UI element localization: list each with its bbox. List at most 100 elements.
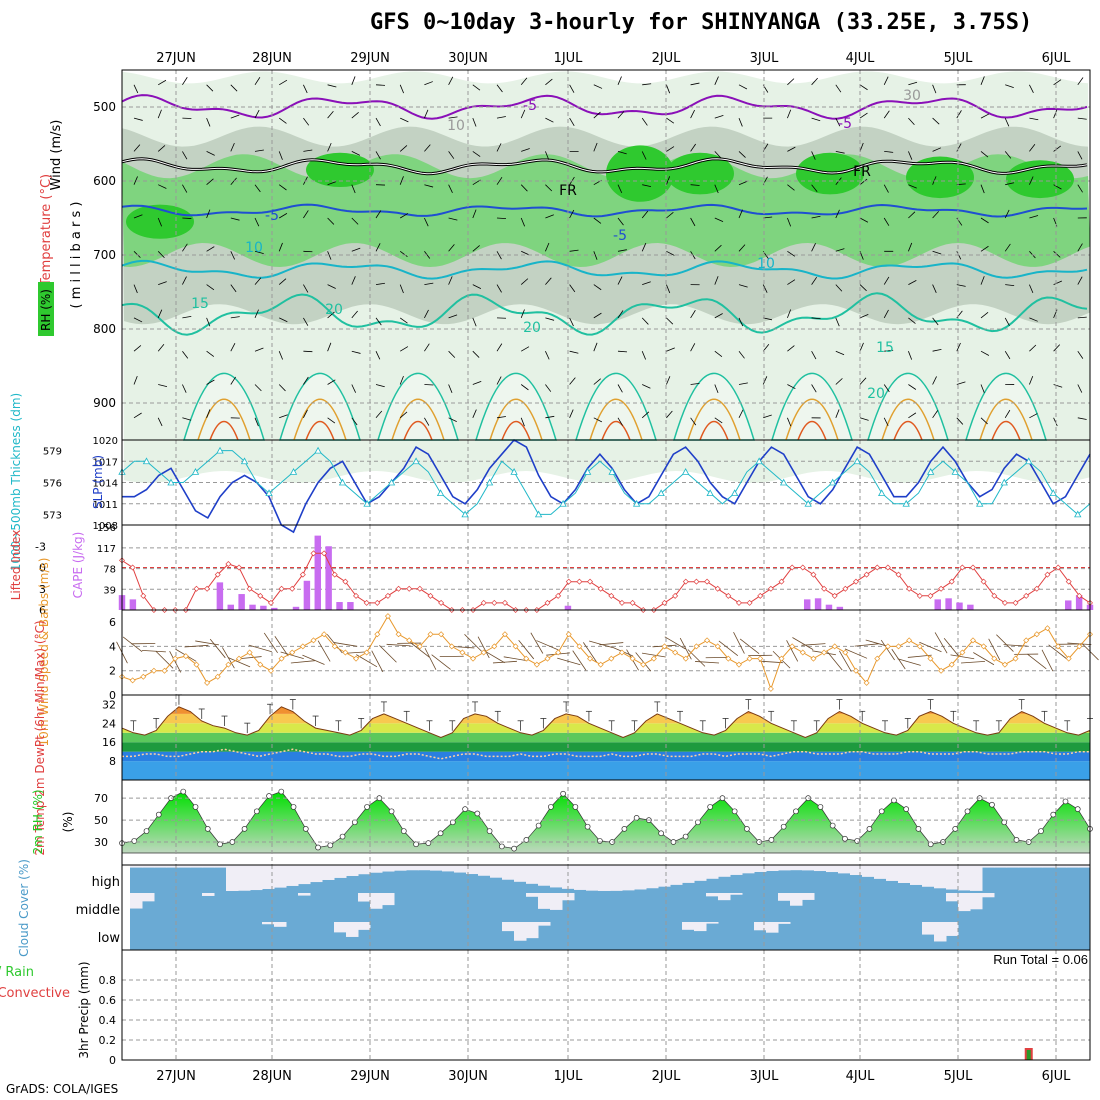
wind-speed-marker bbox=[618, 649, 625, 656]
cloud-cell bbox=[838, 865, 851, 874]
upper-wind-barb bbox=[883, 309, 889, 319]
upper-wind-barb bbox=[375, 243, 381, 252]
upper-wind-barb bbox=[448, 276, 453, 285]
li-marker bbox=[384, 592, 391, 599]
li-tick-label: 6 bbox=[39, 604, 46, 617]
cape-bar bbox=[347, 602, 354, 610]
upper-wind-barb bbox=[327, 379, 336, 385]
cloud-row-label-middle: middle bbox=[76, 903, 120, 918]
upper-wind-barb bbox=[206, 350, 215, 357]
thickness-line-marker bbox=[951, 468, 959, 475]
upper-wind-barb bbox=[327, 284, 336, 289]
upper-wind-barb bbox=[375, 282, 385, 285]
wind-speed-marker bbox=[204, 679, 211, 686]
upper-wind-barb bbox=[593, 217, 602, 224]
wind-speed-marker bbox=[927, 655, 934, 662]
upper-wind-barb bbox=[1004, 350, 1011, 360]
upper-wind-barb bbox=[932, 84, 937, 94]
wind-barb bbox=[718, 640, 739, 656]
wind-barb bbox=[274, 636, 289, 657]
wind-speed-line bbox=[121, 615, 1091, 691]
wind-speed-marker bbox=[491, 643, 498, 650]
upper-wind-barb bbox=[520, 346, 530, 352]
li-marker bbox=[948, 578, 955, 585]
upper-wind-barb bbox=[133, 144, 141, 152]
upper-wind-barb bbox=[545, 117, 554, 123]
upper-wind-barb bbox=[932, 250, 942, 255]
cloud-row-label-low: low bbox=[98, 931, 121, 946]
x-tick-label-top: 4JUL bbox=[846, 51, 876, 66]
rh2m-marker bbox=[192, 804, 199, 810]
x-tick-label-top: 30JUN bbox=[448, 51, 488, 66]
li-marker bbox=[874, 564, 881, 571]
wind-speed-marker bbox=[608, 655, 615, 662]
cloud-cell bbox=[370, 865, 383, 873]
upper-wind-barb bbox=[448, 417, 457, 423]
upper-wind-barb bbox=[399, 250, 408, 257]
temp-contour-30 bbox=[501, 420, 531, 441]
li-marker bbox=[767, 585, 774, 592]
contour-label: FR bbox=[853, 164, 871, 180]
upper-wind-barb bbox=[569, 409, 574, 418]
temp-contour-30 bbox=[699, 420, 729, 441]
li-marker bbox=[438, 599, 445, 606]
upper-wind-barb bbox=[884, 349, 894, 352]
upper-wind-barb bbox=[254, 384, 262, 392]
temp-tick-label: 24 bbox=[102, 717, 116, 730]
upper-wind-barb bbox=[424, 109, 429, 119]
thickness-line-marker bbox=[314, 446, 322, 454]
upper-wind-barb bbox=[980, 184, 985, 194]
wind-speed-marker bbox=[384, 613, 391, 620]
wind-barb bbox=[424, 648, 437, 670]
upper-wind-barb bbox=[520, 278, 529, 285]
wind-speed-marker bbox=[640, 661, 647, 668]
cape-tick-label: 156 bbox=[97, 523, 116, 534]
upper-wind-barb bbox=[448, 151, 455, 159]
upper-wind-barb bbox=[908, 384, 917, 390]
wind-barb bbox=[209, 638, 226, 659]
upper-wind-barb bbox=[496, 217, 507, 220]
wind-barb bbox=[122, 636, 143, 653]
thickness-line-marker bbox=[632, 499, 641, 507]
upper-wind-barb bbox=[738, 209, 743, 219]
cloud-cell bbox=[610, 865, 623, 891]
cloud-cell bbox=[346, 922, 359, 937]
cape-bar bbox=[238, 594, 245, 610]
upper-wind-barb bbox=[762, 376, 768, 385]
upper-wind-barb bbox=[520, 77, 528, 86]
upper-wind-barb bbox=[1077, 117, 1087, 120]
upper-wind-barb bbox=[859, 314, 869, 319]
upper-wind-barb bbox=[496, 176, 503, 185]
upper-wind-barb bbox=[1077, 151, 1083, 160]
li-marker bbox=[363, 599, 370, 606]
upper-wind-barb bbox=[278, 213, 288, 219]
wind-barb bbox=[483, 650, 505, 664]
upper-wind-barb bbox=[811, 215, 821, 219]
upper-wind-barb bbox=[254, 77, 261, 86]
cape-bar bbox=[1065, 600, 1072, 610]
cloud-cell bbox=[1078, 865, 1091, 868]
upper-wind-barb bbox=[956, 110, 962, 119]
wind-barb bbox=[758, 660, 783, 664]
wind-barb bbox=[1027, 653, 1047, 670]
upper-wind-barb bbox=[617, 417, 623, 426]
cloud-cell bbox=[922, 865, 935, 887]
temp-contour-25 bbox=[785, 398, 839, 441]
upper-wind-barb bbox=[278, 79, 288, 86]
li-marker bbox=[1033, 585, 1040, 592]
li-marker bbox=[310, 550, 317, 557]
cloud-cell bbox=[934, 922, 947, 942]
upper-wind-barb bbox=[617, 111, 625, 119]
li-marker bbox=[204, 585, 211, 592]
upper-wind-barb bbox=[230, 251, 236, 260]
upper-wind-barb bbox=[1005, 84, 1014, 89]
y-tick-label: 600 bbox=[93, 174, 116, 188]
upper-wind-barb bbox=[424, 144, 431, 152]
thickness-line-marker bbox=[485, 478, 494, 486]
upper-wind-barb bbox=[593, 284, 602, 291]
upper-wind-barb bbox=[327, 110, 334, 119]
wind-speed-marker bbox=[852, 667, 859, 674]
upper-wind-barb bbox=[811, 351, 817, 360]
upper-wind-barb bbox=[956, 381, 966, 385]
upper-wind-barb bbox=[424, 282, 434, 285]
